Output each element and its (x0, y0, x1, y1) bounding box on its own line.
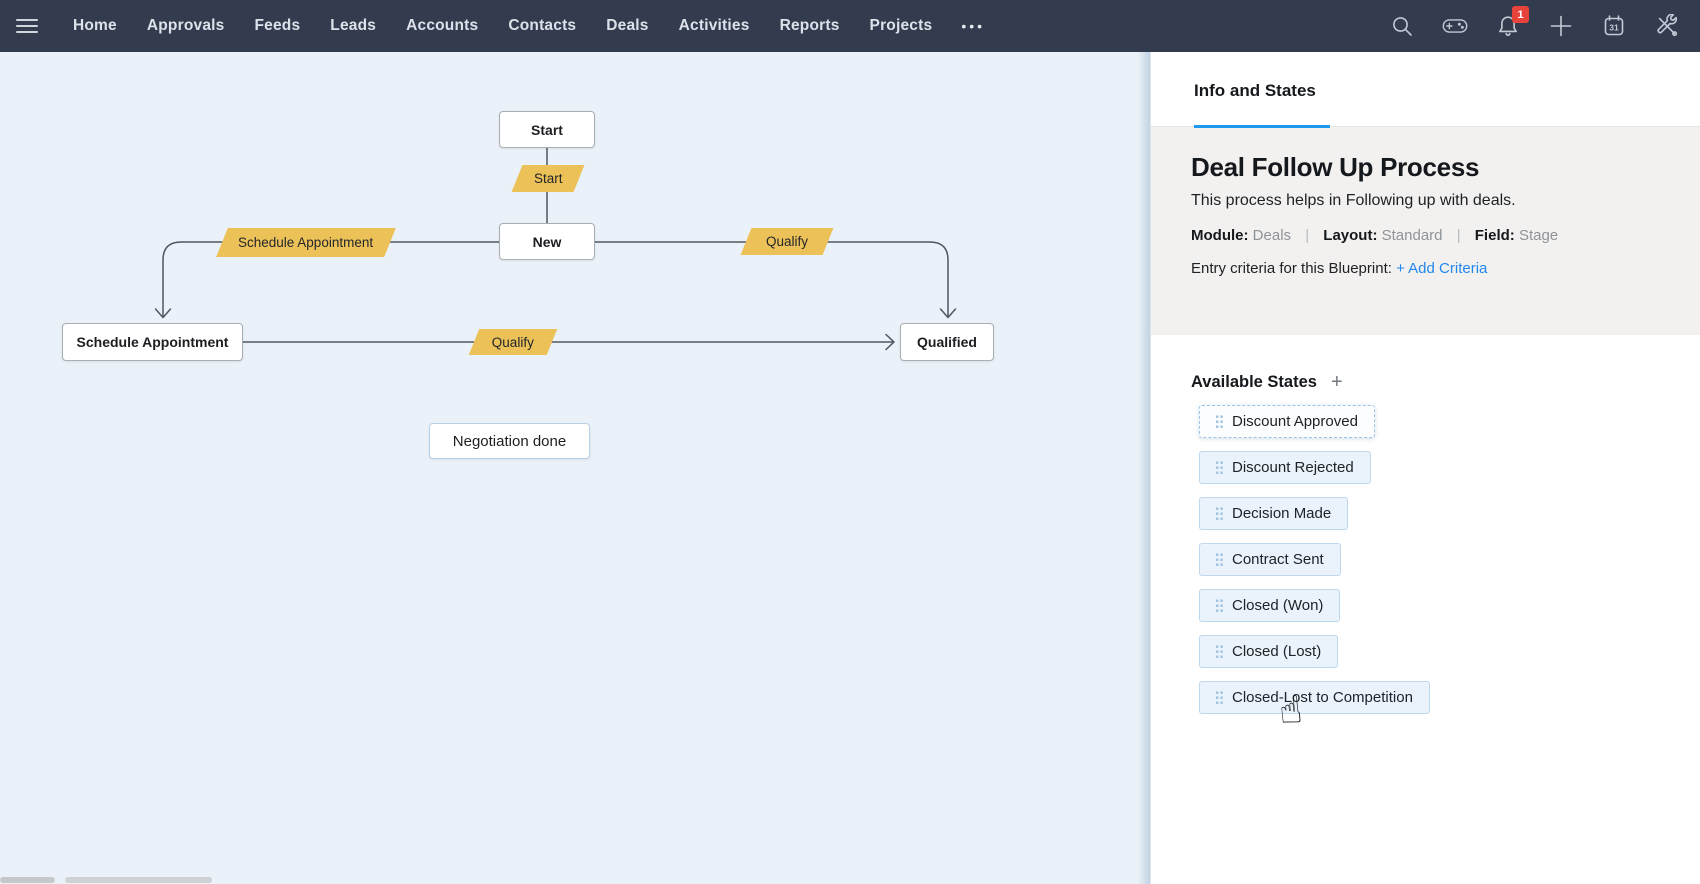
nav-item-reports[interactable]: Reports (779, 17, 840, 34)
transition-qualify-top[interactable]: Qualify (740, 228, 834, 255)
calendar-icon[interactable]: 31 (1601, 13, 1627, 39)
tools-icon[interactable] (1654, 13, 1680, 39)
entry-criteria-row: Entry criteria for this Blueprint: + Add… (1191, 260, 1660, 277)
state-node-new[interactable]: New (499, 223, 595, 260)
layout-value: Standard (1381, 227, 1443, 244)
active-tab-underline (1194, 125, 1330, 128)
state-chip-label: Discount Approved (1232, 413, 1358, 430)
transition-start-label: Start (533, 171, 563, 186)
blueprint-canvas[interactable]: Start Start New Schedule Appointment Qua… (0, 52, 1150, 884)
search-icon[interactable] (1389, 13, 1415, 39)
nav-item-accounts[interactable]: Accounts (406, 17, 479, 34)
module-label: Module: (1191, 227, 1249, 244)
nav-item-activities[interactable]: Activities (678, 17, 750, 34)
state-node-schedule-appointment[interactable]: Schedule Appointment (62, 323, 243, 361)
blueprint-meta: Module: Deals | Layout: Standard | Field… (1191, 227, 1559, 244)
blueprint-info-section: Deal Follow Up Process This process help… (1151, 127, 1700, 335)
drag-handle-icon (1216, 553, 1223, 566)
nav-item-projects[interactable]: Projects (869, 17, 933, 34)
state-chip-label: Discount Rejected (1232, 459, 1354, 476)
blueprint-title: Deal Follow Up Process (1191, 152, 1480, 182)
state-node-negotiation-done[interactable]: Negotiation done (429, 423, 590, 459)
nav-item-feeds[interactable]: Feeds (254, 17, 301, 34)
add-criteria-link[interactable]: + Add Criteria (1396, 260, 1488, 277)
layout-label: Layout: (1323, 227, 1378, 244)
drag-handle-icon (1216, 599, 1223, 612)
panel-tab-bar: Info and States (1151, 52, 1700, 128)
blueprint-description: This process helps in Following up with … (1191, 192, 1516, 209)
nav-item-deals[interactable]: Deals (606, 17, 649, 34)
field-label: Field: (1474, 227, 1515, 244)
state-chip-label: Closed (Won) (1232, 597, 1324, 614)
transition-qualify-label: Qualify (491, 334, 535, 350)
top-navigation-bar: Home Approvals Feeds Leads Accounts Contacts D… (0, 0, 1700, 52)
state-chip-closed-lost[interactable]: Closed (Lost) (1199, 635, 1339, 668)
drag-handle-icon (1216, 645, 1223, 658)
drag-handle-icon (1216, 415, 1223, 428)
connector-lines (154, 147, 957, 351)
state-chip-label: Closed (Lost) (1232, 643, 1322, 660)
gamepad-icon[interactable] (1442, 13, 1468, 39)
nav-right-icons: 1 31 (1389, 6, 1680, 39)
panel-edge-shadow (1138, 52, 1150, 884)
hamburger-menu-icon[interactable] (16, 18, 38, 34)
state-chip-closed-lost-to-competition[interactable]: Closed-Lost to Competition (1199, 681, 1430, 714)
state-chip-contract-sent[interactable]: Contract Sent (1199, 543, 1341, 576)
available-states-label: Available States (1191, 372, 1317, 391)
plus-icon[interactable] (1548, 13, 1574, 39)
drag-handle-icon (1216, 507, 1223, 520)
tab-info-and-states[interactable]: Info and States (1194, 81, 1316, 100)
states-list: Discount Approved Discount Rejected Deci… (1199, 405, 1700, 714)
transition-start[interactable]: Start (511, 165, 585, 192)
drag-handle-icon (1216, 461, 1223, 474)
state-chip-discount-approved[interactable]: Discount Approved (1199, 405, 1375, 438)
transition-schedule-appointment[interactable]: Schedule Appointment (216, 228, 396, 257)
state-chip-label: Contract Sent (1232, 551, 1324, 568)
horizontal-scrollbar-thumb[interactable] (65, 877, 212, 883)
state-node-qualified[interactable]: Qualified (900, 323, 994, 361)
nav-item-leads[interactable]: Leads (330, 17, 377, 34)
transition-qualify-mid[interactable]: Qualify (468, 329, 558, 355)
nav-item-contacts[interactable]: Contacts (508, 17, 577, 34)
state-chip-closed-won[interactable]: Closed (Won) (1199, 589, 1341, 622)
drag-handle-icon (1216, 691, 1223, 704)
add-state-button[interactable]: + (1330, 371, 1343, 393)
notification-badge: 1 (1512, 6, 1529, 23)
info-states-panel: Info and States Deal Follow Up Process T… (1150, 52, 1700, 884)
bell-icon[interactable]: 1 (1495, 6, 1529, 39)
meta-separator: | (1456, 227, 1461, 244)
field-value: Stage (1518, 227, 1559, 244)
state-chip-label: Decision Made (1232, 505, 1332, 522)
available-states-section: Available States + Discount Approved Dis… (1151, 335, 1700, 733)
state-chip-discount-rejected[interactable]: Discount Rejected (1199, 451, 1371, 484)
state-chip-decision-made[interactable]: Decision Made (1199, 497, 1349, 530)
transition-schedule-label: Schedule Appointment (238, 235, 374, 250)
meta-separator: | (1305, 227, 1310, 244)
horizontal-scrollbar-thumb[interactable] (0, 877, 55, 883)
nav-item-home[interactable]: Home (73, 17, 117, 34)
nav-more-button[interactable]: ••• (961, 18, 986, 34)
nav-item-approvals[interactable]: Approvals (146, 17, 225, 34)
svg-text:31: 31 (1609, 23, 1619, 33)
state-node-start[interactable]: Start (499, 111, 595, 148)
entry-criteria-label: Entry criteria for this Blueprint: (1191, 260, 1392, 277)
nav-items: Home Approvals Feeds Leads Accounts Contacts D… (58, 17, 947, 35)
transition-qualify-label: Qualify (765, 234, 809, 249)
state-chip-label: Closed-Lost to Competition (1232, 689, 1413, 706)
